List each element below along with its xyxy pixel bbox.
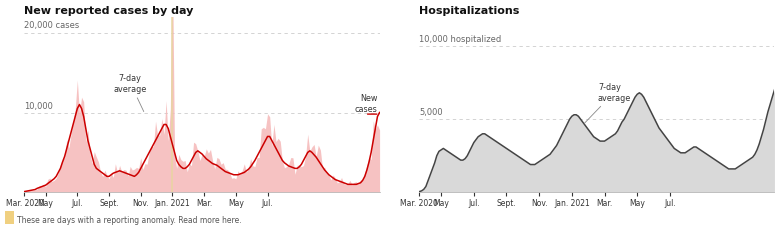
Text: Hospitalizations: Hospitalizations <box>420 6 519 15</box>
Text: 7-day
average: 7-day average <box>585 83 631 124</box>
Text: 10,000 hospitalized: 10,000 hospitalized <box>420 35 502 44</box>
Text: 5,000: 5,000 <box>420 108 443 117</box>
Text: New reported cases by day: New reported cases by day <box>24 6 194 15</box>
Text: New
cases: New cases <box>355 94 378 113</box>
Text: 7-day
average: 7-day average <box>114 74 147 112</box>
Text: 10,000: 10,000 <box>24 102 53 111</box>
Text: These are days with a reporting anomaly. Read more here.: These are days with a reporting anomaly.… <box>17 215 242 224</box>
Text: 20,000 cases: 20,000 cases <box>24 21 80 30</box>
